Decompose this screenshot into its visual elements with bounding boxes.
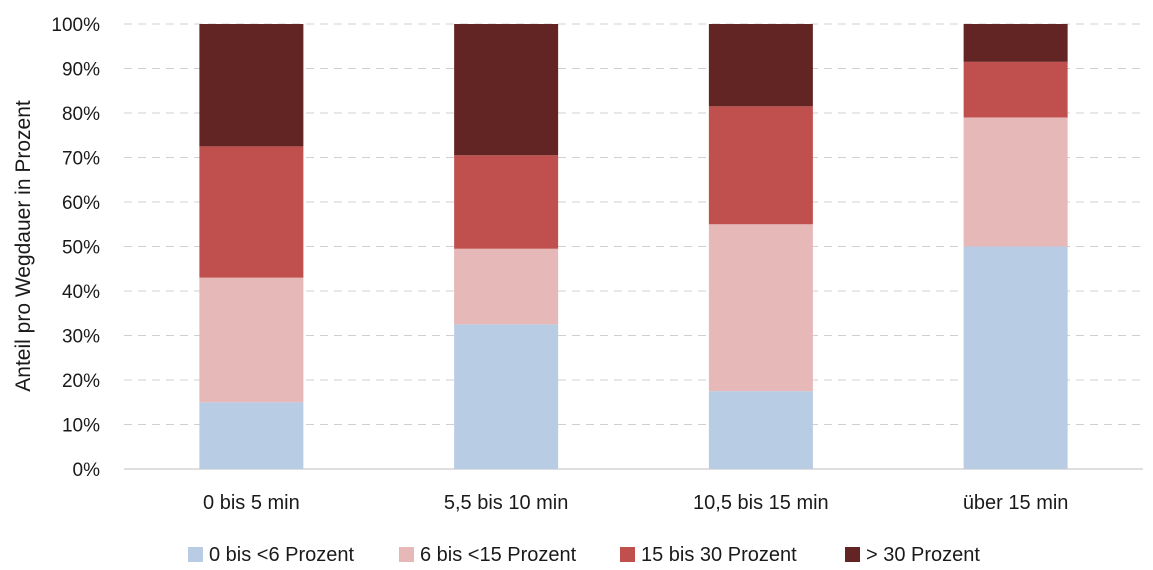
legend: 0 bis <6 Prozent 6 bis <15 Prozent 15 bis …: [188, 544, 980, 566]
legend-label: 6 bis <15 Prozent: [420, 544, 577, 566]
y-axis-ticks: 0% 10% 20% 30% 40% 50% 60% 70% 80% 90% 100%: [51, 15, 100, 481]
bar-segment: [708, 391, 813, 469]
bar-segment: [708, 24, 813, 107]
bar-segment: [963, 24, 1068, 62]
legend-swatch: [188, 547, 203, 562]
y-tick-label: 0%: [73, 460, 101, 481]
bar-segment: [963, 246, 1068, 469]
x-category-label: 0 bis 5 min: [203, 492, 300, 514]
bar-segment: [199, 277, 304, 403]
y-tick-label: 90%: [62, 60, 100, 81]
y-tick-label: 10%: [62, 416, 100, 437]
y-tick-label: 60%: [62, 193, 100, 214]
y-tick-label: 50%: [62, 238, 100, 259]
legend-swatch: [399, 547, 414, 562]
bar-segment: [454, 248, 559, 325]
legend-label: > 30 Prozent: [866, 544, 980, 566]
bar-segment: [963, 61, 1068, 118]
bar-segment: [963, 117, 1068, 247]
x-axis-categories: 0 bis 5 min 5,5 bis 10 min 10,5 bis 15 min…: [203, 492, 1068, 514]
legend-item: > 30 Prozent: [845, 544, 980, 566]
bar-segment: [708, 224, 813, 392]
bar-segment: [199, 24, 304, 147]
y-tick-label: 70%: [62, 149, 100, 170]
legend-label: 15 bis 30 Prozent: [641, 544, 797, 566]
x-category-label: über 15 min: [963, 492, 1069, 514]
bar-segment: [708, 106, 813, 225]
legend-item: 15 bis 30 Prozent: [620, 544, 797, 566]
bar-segment: [454, 24, 559, 156]
y-tick-label: 30%: [62, 327, 100, 348]
y-tick-label: 20%: [62, 371, 100, 392]
bar-segment: [199, 402, 304, 469]
y-axis-label: Anteil pro Wegdauer in Prozent: [12, 100, 35, 392]
legend-swatch: [845, 547, 860, 562]
y-tick-label: 40%: [62, 282, 100, 303]
bars: [199, 24, 1068, 469]
legend-swatch: [620, 547, 635, 562]
legend-label: 0 bis <6 Prozent: [209, 544, 355, 566]
bar-segment: [454, 155, 559, 249]
y-tick-label: 80%: [62, 104, 100, 125]
x-category-label: 10,5 bis 15 min: [693, 492, 829, 514]
y-tick-label: 100%: [51, 15, 100, 36]
legend-item: 0 bis <6 Prozent: [188, 544, 355, 566]
bar-segment: [199, 146, 304, 278]
bar-segment: [454, 324, 559, 469]
legend-item: 6 bis <15 Prozent: [399, 544, 577, 566]
x-category-label: 5,5 bis 10 min: [444, 492, 569, 514]
